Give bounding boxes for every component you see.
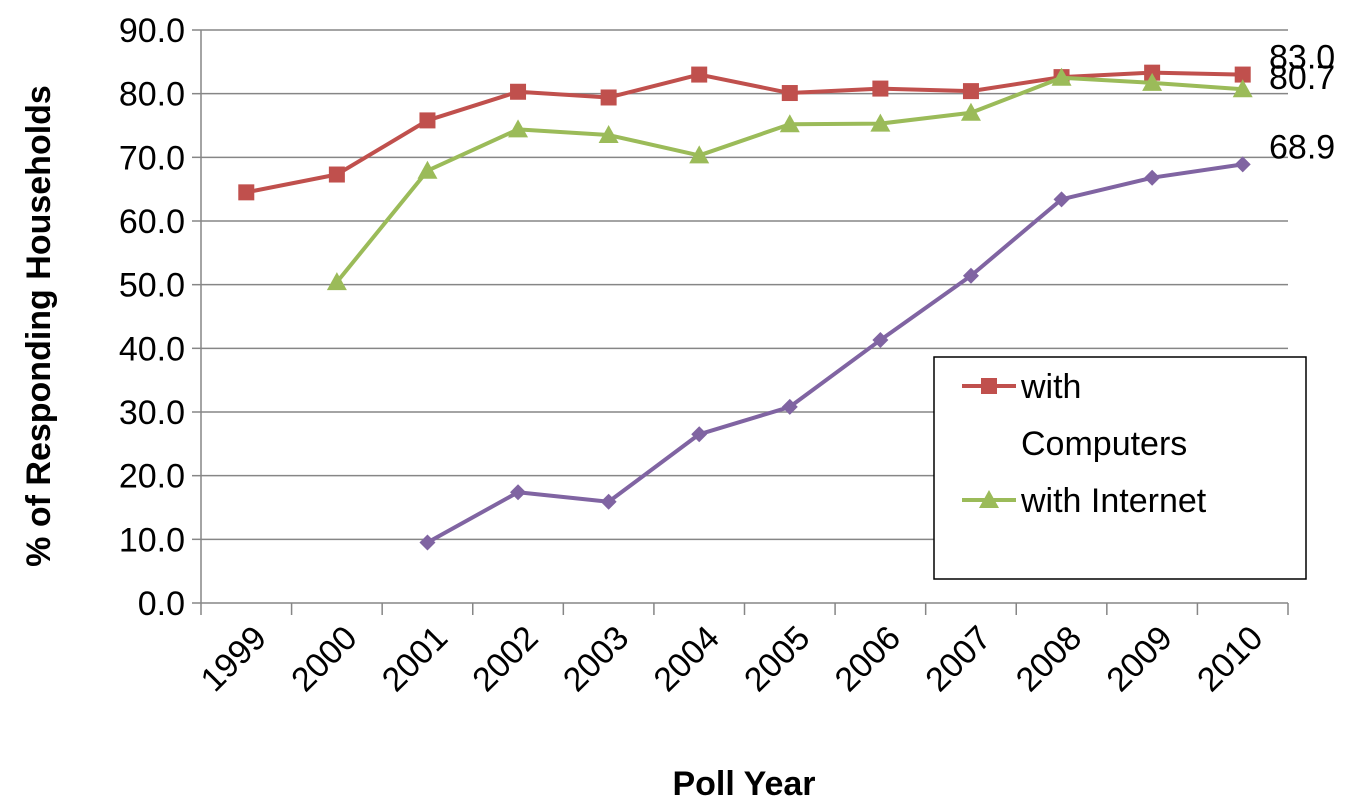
y-tick-label: 10.0 [119,521,185,559]
series-1 [238,64,1251,201]
data-point [962,267,979,284]
data-point [872,80,889,97]
x-tick-label: 2004 [647,619,727,699]
y-tick-label: 0.0 [138,585,185,623]
legend-entry: with Computers [962,368,1187,463]
x-tick-label: 1999 [194,619,274,699]
x-tick-label: 2000 [284,619,364,699]
data-point [598,125,619,144]
data-point [328,166,345,183]
legend-entry: with Internet [962,482,1207,520]
data-point [779,114,800,133]
data-point [1144,64,1161,81]
data-point [1142,72,1163,91]
legend-label: with Internet [1020,482,1207,520]
end-labels: 83.080.7 68.9 [1269,39,1335,167]
x-tick-label: 2001 [375,619,455,699]
data-point [962,83,979,100]
series-line [426,162,1244,545]
y-tick-label: 90.0 [119,12,185,50]
x-tick-label: 2009 [1099,619,1179,699]
series-2 [326,67,1253,291]
data-point [781,85,798,102]
series [238,64,1253,551]
series-line [335,75,1243,284]
y-tick-label: 70.0 [119,139,185,177]
grid-lines [201,29,1288,541]
data-point [1234,156,1251,173]
end-value-label: 68.9 [1269,128,1335,166]
data-point [691,426,708,443]
data-point [419,112,436,129]
legend-swatch-marker [979,490,999,508]
x-tick-label: 2003 [556,619,636,699]
y-tick-label: 30.0 [119,394,185,432]
data-point [1053,191,1070,208]
series-3 [419,156,1251,551]
data-point [870,113,891,132]
data-point [238,184,255,201]
data-point [600,493,617,510]
data-point [1051,67,1072,86]
data-point [960,102,981,121]
y-axis-title: % of Responding Households [20,85,58,567]
x-tick-label: 2005 [737,619,817,699]
data-point [510,484,527,501]
y-tick-label: 60.0 [119,203,185,241]
data-point [600,89,617,106]
data-point [326,272,347,291]
data-point [1234,66,1251,83]
end-value-label: 80.7 [1269,59,1335,97]
x-axis-title: Poll Year [672,765,815,801]
axes [192,29,1289,615]
legend: with Computers with Internet [933,356,1307,580]
x-tick-label: 2010 [1190,619,1270,699]
data-point [508,119,529,138]
data-point [419,534,436,551]
data-point [1144,169,1161,186]
data-point [510,83,527,100]
data-point [691,66,708,83]
x-tick-label: 2002 [465,619,545,699]
data-point [872,332,889,349]
data-point [1232,79,1253,98]
series-line [245,70,1243,195]
end-value-label: 83.0 [1269,39,1335,77]
y-tick-label: 80.0 [119,76,185,114]
data-point [781,398,798,415]
x-tick-label: 2006 [828,619,908,699]
x-tick-labels: 1999 2000 2001 2002 2003 2004 2005 2006 2007 2008… [194,619,1271,699]
x-tick-label: 2008 [1009,619,1089,699]
legend-label: with [1020,368,1081,406]
y-tick-label: 40.0 [119,330,185,368]
y-tick-label: 50.0 [119,267,185,305]
x-tick-label: 2007 [918,619,998,699]
y-tick-labels: 0.0 10.0 20.0 30.0 40.0 50.0 60.0 70.0 80.0 90.0 [119,12,185,623]
data-point [417,160,438,179]
legend-swatch-marker [981,378,997,394]
legend-label: Computers [1021,425,1187,463]
y-tick-label: 20.0 [119,458,185,496]
data-point [689,145,710,164]
